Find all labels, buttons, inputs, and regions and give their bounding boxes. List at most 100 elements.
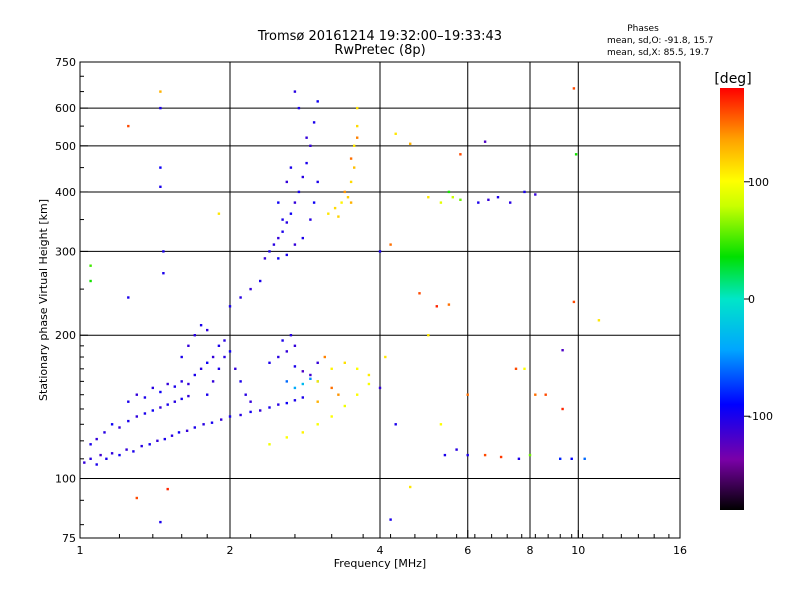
data-point — [202, 423, 205, 426]
data-point — [99, 453, 102, 457]
data-point — [277, 403, 280, 406]
data-point — [337, 393, 340, 396]
data-point — [301, 382, 304, 386]
data-point — [293, 344, 297, 347]
x-tick-label: 8 — [527, 544, 534, 557]
data-point — [384, 355, 387, 359]
info-line-x: mean, sd,X: 85.5, 19.7 — [607, 48, 709, 58]
data-point — [95, 437, 98, 441]
colorbar-tick-label: -100 — [748, 410, 773, 423]
data-point — [239, 380, 242, 383]
data-point — [409, 142, 412, 145]
data-point — [220, 418, 223, 421]
y-tick-label: 300 — [55, 245, 76, 258]
colorbar-tick-label: 100 — [748, 176, 769, 189]
data-point — [228, 350, 232, 353]
data-point — [187, 394, 190, 398]
data-point — [466, 453, 469, 457]
data-point — [244, 393, 247, 396]
data-point — [268, 443, 271, 446]
data-point — [312, 201, 316, 204]
data-point — [443, 453, 447, 457]
data-point — [217, 344, 221, 347]
y-tick-label: 75 — [62, 532, 76, 545]
x-tick-label: 10 — [571, 544, 585, 557]
data-point — [239, 413, 242, 417]
data-point — [127, 419, 130, 423]
data-point — [349, 201, 353, 204]
data-point — [159, 406, 162, 409]
data-point — [301, 431, 304, 434]
x-tick-label: 4 — [377, 544, 384, 557]
data-point — [427, 334, 430, 337]
data-point — [316, 100, 319, 103]
data-point — [217, 212, 221, 215]
data-point — [534, 393, 537, 396]
x-tick-label: 1 — [77, 544, 84, 557]
data-point — [427, 196, 430, 199]
data-point — [127, 296, 130, 299]
data-point — [301, 396, 304, 399]
data-point — [451, 196, 454, 199]
data-point — [210, 421, 214, 424]
data-point — [367, 373, 371, 377]
data-point — [528, 453, 532, 457]
data-point — [193, 373, 196, 377]
data-point — [166, 382, 169, 386]
data-point — [163, 437, 166, 441]
data-point — [439, 201, 443, 204]
data-point — [162, 250, 165, 253]
data-point — [89, 457, 92, 460]
chart-subtitle: RwPretec (8p) — [334, 43, 425, 58]
data-point — [159, 390, 162, 394]
colorbar-label: [deg] — [714, 71, 751, 87]
data-point — [316, 380, 319, 383]
data-point — [394, 423, 397, 426]
data-point — [305, 161, 308, 165]
data-point — [301, 175, 304, 179]
data-point — [132, 450, 135, 453]
data-point — [228, 305, 232, 308]
data-point — [259, 409, 262, 412]
data-point — [561, 407, 564, 411]
data-point — [316, 400, 319, 403]
data-point — [301, 236, 304, 240]
data-point — [289, 166, 293, 169]
data-point — [483, 453, 487, 457]
data-point — [455, 448, 458, 451]
data-point — [180, 397, 183, 401]
data-point — [343, 190, 346, 194]
data-point — [499, 455, 503, 459]
data-point — [330, 386, 333, 390]
data-point — [268, 361, 271, 364]
data-point — [330, 415, 333, 418]
data-point — [285, 380, 288, 383]
data-point — [143, 412, 147, 415]
points — [83, 87, 601, 524]
colorbar-tick-label: 0 — [748, 293, 755, 306]
x-tick-label: 16 — [673, 544, 687, 557]
data-point — [349, 157, 353, 160]
data-point — [285, 180, 288, 184]
data-point — [159, 185, 162, 188]
data-point — [297, 190, 301, 194]
data-point — [309, 218, 312, 221]
data-point — [309, 373, 312, 377]
data-point — [356, 124, 359, 128]
data-point — [135, 496, 138, 500]
data-point — [323, 355, 326, 359]
data-point — [193, 426, 196, 429]
data-point — [389, 243, 392, 246]
data-point — [293, 399, 297, 402]
data-point — [263, 257, 267, 260]
y-axis: 75 100 200 300 400 500 600 750 — [55, 56, 88, 545]
y-tick-label: 600 — [55, 102, 76, 115]
data-point — [327, 212, 330, 215]
data-point — [293, 386, 297, 390]
y-tick-label: 750 — [55, 56, 76, 69]
data-point — [293, 243, 297, 246]
data-point — [439, 423, 443, 426]
data-point — [523, 190, 526, 194]
data-point — [127, 400, 130, 403]
data-point — [356, 106, 359, 110]
